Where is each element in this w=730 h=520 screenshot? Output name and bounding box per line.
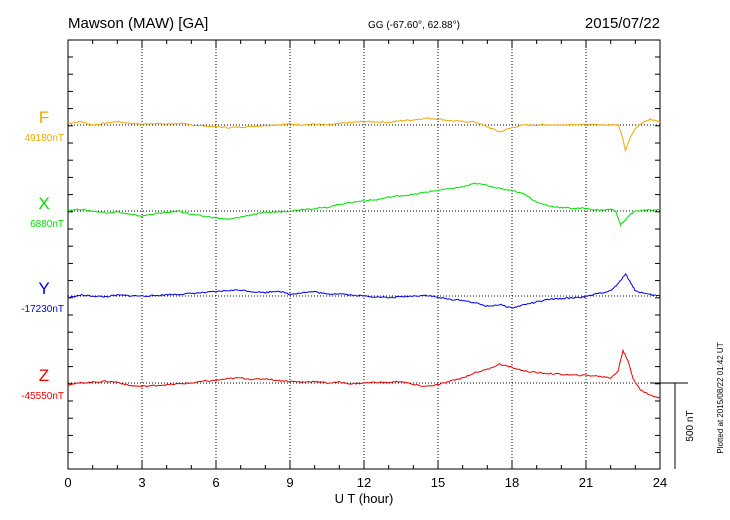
trace-y	[68, 272, 661, 309]
x-tick-label: 18	[505, 475, 519, 490]
gridlines	[68, 40, 660, 469]
axis-ticks	[67, 40, 661, 469]
x-tick-label: 12	[357, 475, 371, 490]
x-tick-labels: 0 3 6 9 12 15 18 21 24	[64, 475, 667, 490]
scale-bar-label: 500 nT	[685, 410, 696, 441]
baseline-label-x: 6880nT	[30, 219, 64, 230]
date-label: 2015/07/22	[585, 15, 660, 32]
trace-x	[67, 182, 661, 227]
x-tick-label: 6	[212, 475, 219, 490]
series-name-z: Z	[39, 366, 49, 385]
x-tick-label: 9	[286, 475, 293, 490]
trace-f	[67, 117, 661, 152]
x-tick-label: 15	[431, 475, 445, 490]
plot-frame	[67, 39, 661, 470]
series-labels: F 49180nT X 6880nT Y -17230nT Z -45550nT	[21, 108, 64, 402]
series-name-y: Y	[38, 279, 49, 298]
x-axis-label: U T (hour)	[335, 491, 394, 506]
baseline-label-z: -45550nT	[21, 391, 64, 402]
baseline-label-f: 49180nT	[25, 133, 64, 144]
baseline-label-y: -17230nT	[21, 304, 64, 315]
scale-bar: 500 nT	[650, 382, 696, 469]
series-name-x: X	[38, 194, 49, 213]
coordinates-label: GG (-67.60°, 62.88°)	[368, 20, 460, 31]
x-tick-label: 21	[579, 475, 593, 490]
x-tick-label: 0	[64, 475, 71, 490]
station-title: Mawson (MAW) [GA]	[68, 15, 208, 32]
traces	[67, 117, 661, 399]
series-name-f: F	[39, 108, 49, 127]
trace-z	[67, 348, 661, 399]
plotted-note: Plotted at 2015/08/22 01:42 UT	[716, 342, 725, 453]
x-tick-label: 24	[653, 475, 667, 490]
x-tick-label: 3	[138, 475, 145, 490]
